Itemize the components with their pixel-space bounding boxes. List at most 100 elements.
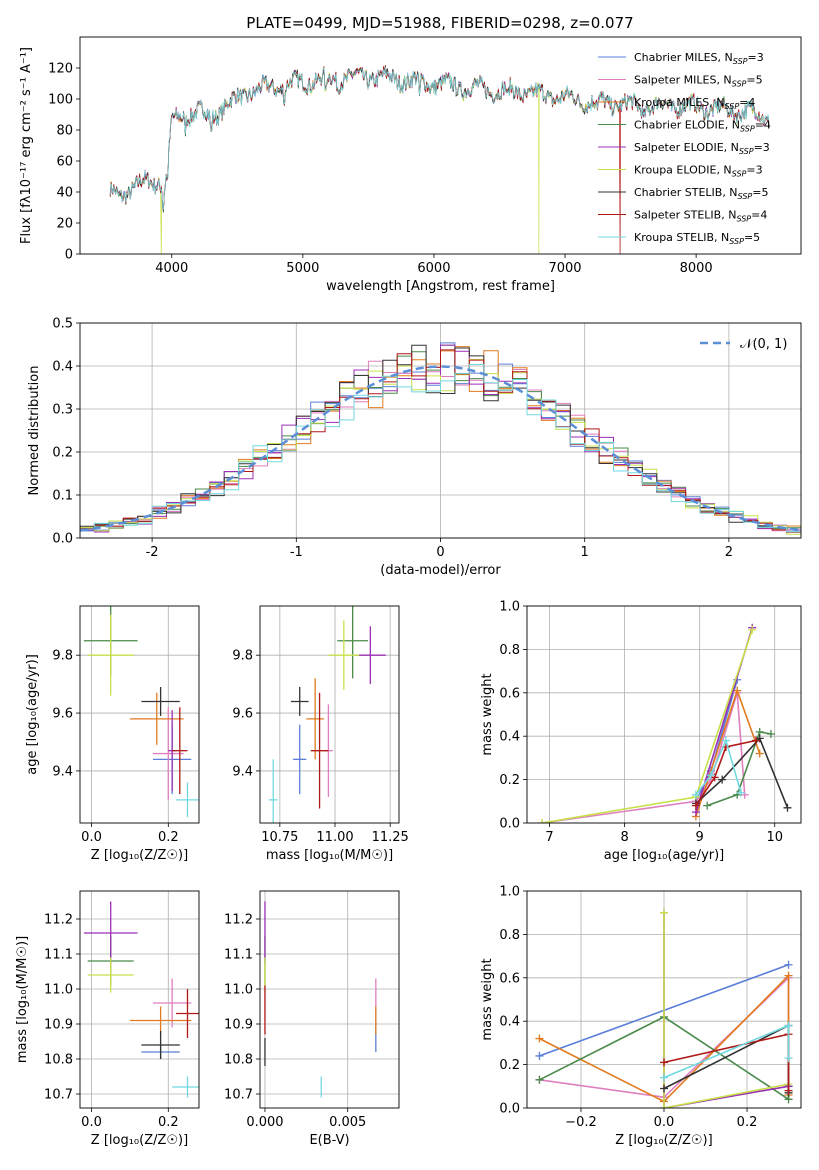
y-tick-label: 9.6: [232, 707, 253, 722]
y-tick-label: 11.1: [224, 948, 253, 963]
weight-marker: [660, 1084, 668, 1093]
y-tick-label: 0.3: [52, 403, 73, 418]
x-axis-label: mass [log₁₀(M/M☉)]: [266, 848, 393, 863]
errorbar-point-9: [268, 759, 278, 823]
mass_vs_Z-plot: [83, 901, 199, 1098]
y-tick-label: 1.0: [499, 885, 520, 900]
legend-label: Chabrier ELODIE, NSSP=4: [634, 119, 771, 134]
mass_vs_Z-frame: [79, 890, 200, 1109]
weight-marker: [721, 736, 730, 745]
y-tick-label: 0.6: [499, 971, 520, 986]
y-tick-label: 9.8: [232, 649, 253, 664]
spectrum-frame: [79, 36, 802, 255]
age_vs_mass-plot: [268, 606, 386, 823]
weight-marker: [784, 1086, 793, 1095]
legend-label: Chabrier MILES, NSSP=3: [634, 51, 764, 66]
weight_vs_Z-frame: [526, 890, 802, 1109]
x-axis-label: E(B-V): [309, 1133, 349, 1148]
legend-label: Kroupa STELIB, NSSP=5: [634, 231, 760, 246]
weight-marker: [691, 801, 700, 810]
age_vs_Z-frame: [79, 605, 200, 824]
errorbar-point-4: [337, 606, 369, 679]
weight-marker: [748, 625, 757, 634]
y-tick-label: 0.2: [499, 773, 520, 788]
weight_vs_age-plot: [538, 623, 792, 823]
legend-label: Kroupa ELODIE, NSSP=3: [634, 164, 763, 179]
weight_vs_age-axes: 7 8 9 10 0.0 0.2 0.4 0.6 0.8 1.0 age [log₁₀(age/yr…: [480, 600, 802, 863]
legend-model-name: Chabrier ELODIE: [634, 119, 725, 132]
legend-label: Kroupa MILES, NSSP=4: [634, 96, 755, 111]
weight-line: [695, 736, 789, 809]
age_vs_Z-plot: [83, 606, 199, 818]
y-tick-label: 1.0: [499, 600, 520, 615]
weight-series-9: [691, 736, 745, 799]
errorbar-point-5: [83, 901, 138, 965]
y-axis-label: mass weight: [480, 673, 495, 755]
x-tick-label: 8: [620, 830, 628, 845]
x-axis-label: Z [log₁₀(Z/Z☉)]: [615, 1133, 712, 1148]
y-tick-label: 0.4: [52, 360, 73, 375]
legend-nssp: 3: [756, 164, 763, 177]
mass_vs_ebv-plot: [264, 901, 377, 1098]
y-tick-label: 0.0: [499, 1102, 520, 1117]
weight-marker: [706, 771, 715, 780]
errorbar-point-6: [87, 957, 134, 993]
errorbar-point-8: [172, 707, 188, 795]
errorbar-point-5: [354, 626, 386, 685]
errorbar-point-1: [293, 724, 307, 795]
weight_vs_Z-axes: −0.2 0.0 0.2 0.0 0.2 0.4 0.6 0.8 1.0 Z [log₁₀(Z/Z…: [480, 885, 802, 1148]
weight-marker: [660, 908, 668, 917]
residuals-plot: [80, 342, 801, 537]
legend-nssp: 5: [761, 186, 768, 199]
y-tick-label: 9.4: [232, 764, 253, 779]
weight-marker: [755, 749, 764, 758]
y-tick-label: 20: [56, 217, 73, 232]
x-tick-label: 7000: [548, 261, 581, 276]
weight-marker: [783, 803, 792, 812]
y-tick-label: 100: [48, 93, 73, 108]
weight-marker: [535, 1075, 544, 1084]
y-tick-label: 11.2: [224, 913, 253, 928]
x-axis-label: (data-model)/error: [380, 563, 501, 578]
y-tick-label: 0.8: [499, 643, 520, 658]
weight-marker: [660, 1104, 668, 1108]
x-tick-label: −0.2: [565, 1115, 597, 1130]
y-tick-label: 0.8: [499, 928, 520, 943]
errorbar-point-7: [290, 687, 309, 716]
age_vs_mass-axes: 10.75 11.00 11.25 9.4 9.6 9.8 mass [log₁₀(M/M☉…: [232, 605, 409, 863]
y-tick-label: 11.0: [44, 983, 73, 998]
x-tick-label: 10.75: [261, 830, 298, 845]
weight-series-8: [691, 736, 760, 810]
legend-label: 𝒩(0, 1): [740, 337, 787, 352]
weight-marker: [733, 686, 742, 695]
y-tick-label: 11.2: [44, 913, 73, 928]
x-tick-label: -2: [146, 545, 159, 560]
x-tick-label: -1: [290, 545, 303, 560]
errorbar-point-6: [328, 620, 360, 690]
x-tick-label: 8000: [680, 261, 713, 276]
legend-nssp: 3: [757, 51, 764, 64]
weight-marker: [535, 1051, 544, 1060]
legend-nssp: 4: [760, 209, 767, 222]
y-axis-label: Normed distribution: [27, 366, 42, 496]
x-tick-label: 11.00: [316, 830, 353, 845]
x-tick-label: 0.2: [737, 1115, 758, 1130]
x-tick-label: 11.25: [372, 830, 409, 845]
mass_vs_ebv-axes: 0.000 0.005 10.7 10.8 10.9 11.0 11.1 11.2 E(B-V): [224, 890, 400, 1148]
weight-marker: [784, 971, 793, 980]
legend-model-name: Kroupa MILES: [634, 96, 709, 109]
figure-title: PLATE=0499, MJD=51988, FIBERID=0298, z=0…: [246, 14, 633, 32]
x-tick-label: 0.0: [81, 1115, 102, 1130]
weight-series-3: [691, 686, 764, 821]
age_vs_mass-frame: [259, 605, 400, 824]
y-tick-label: 10.8: [44, 1053, 73, 1068]
x-tick-label: 0.000: [246, 1115, 283, 1130]
residuals-frame: [79, 322, 802, 539]
legend-label: Salpeter ELODIE, NSSP=3: [634, 141, 770, 156]
y-axis-label: mass [log₁₀(M/M☉)]: [15, 936, 30, 1063]
legend-model-name: Chabrier STELIB: [634, 186, 722, 199]
y-tick-label: 60: [56, 155, 73, 170]
mass_vs_Z-axes: 0.0 0.2 10.7 10.8 10.9 11.0 11.1 11.2 Z [log₁₀(Z…: [15, 890, 200, 1148]
weight-line: [663, 1024, 790, 1079]
